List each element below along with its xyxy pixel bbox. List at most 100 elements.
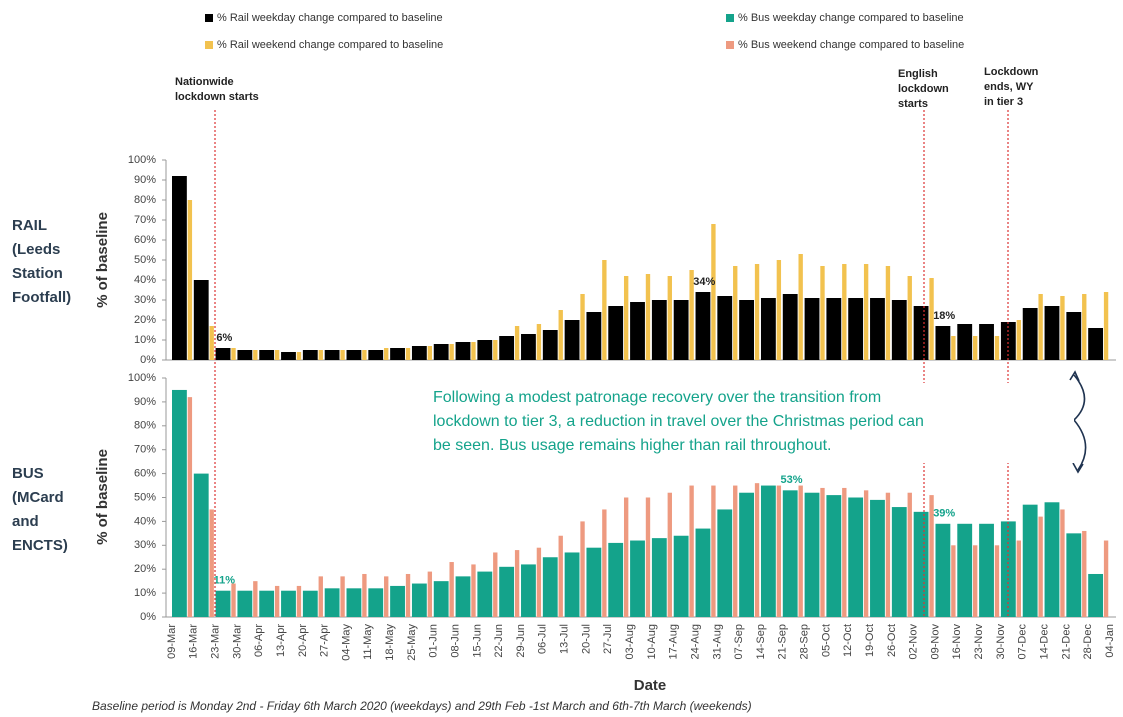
bar-weekday bbox=[739, 300, 754, 360]
bar-weekday bbox=[521, 564, 536, 617]
bar-weekday bbox=[695, 528, 711, 617]
panel-label: (Leeds bbox=[12, 241, 60, 258]
x-tick-label: 27-Jul bbox=[602, 624, 614, 654]
bar-weekend bbox=[493, 340, 498, 360]
data-label: 39% bbox=[933, 508, 955, 520]
y-tick-label: 70% bbox=[134, 444, 156, 456]
bar-weekday bbox=[739, 492, 754, 617]
x-tick-label: 13-Jul bbox=[559, 624, 571, 654]
bar-weekend bbox=[340, 350, 345, 360]
bar-weekend bbox=[1082, 530, 1087, 617]
bar-weekday bbox=[390, 348, 405, 360]
bar-weekend bbox=[733, 485, 738, 617]
event-label: lockdown starts bbox=[175, 91, 259, 103]
bar-weekend bbox=[863, 264, 869, 360]
x-tick-label: 06-Jul bbox=[537, 624, 549, 654]
bar-weekend bbox=[689, 485, 694, 617]
x-axis-label: Date bbox=[634, 677, 667, 694]
bar-weekday bbox=[499, 336, 515, 360]
y-tick-label: 40% bbox=[134, 515, 156, 527]
bar-weekday bbox=[499, 566, 515, 617]
x-tick-label: 08-Jun bbox=[449, 624, 461, 658]
bar-weekday bbox=[1044, 306, 1060, 360]
bar-weekend bbox=[1060, 509, 1065, 617]
bar-weekday bbox=[324, 350, 340, 360]
bar-weekday bbox=[215, 590, 231, 617]
event-label: lockdown bbox=[898, 83, 949, 95]
event-label: starts bbox=[898, 98, 928, 110]
bar-weekday bbox=[1066, 533, 1082, 617]
x-tick-label: 03-Aug bbox=[624, 624, 636, 659]
x-tick-label: 23-Nov bbox=[973, 624, 985, 660]
bar-weekday bbox=[913, 511, 929, 617]
x-tick-label: 22-Jun bbox=[493, 624, 505, 658]
bar-weekend bbox=[929, 495, 934, 617]
bar-weekend bbox=[1060, 296, 1065, 360]
bar-weekday bbox=[302, 350, 318, 360]
bar-weekday bbox=[411, 346, 427, 360]
y-tick-label: 100% bbox=[128, 154, 156, 166]
x-tick-label: 30-Nov bbox=[995, 624, 1007, 660]
bar-weekend bbox=[580, 521, 585, 617]
panel-label: Footfall) bbox=[12, 289, 71, 306]
bar-weekday bbox=[957, 523, 973, 617]
bar-weekend bbox=[340, 576, 345, 617]
bar-weekday bbox=[760, 485, 776, 617]
y-tick-label: 20% bbox=[134, 563, 156, 575]
bar-weekday bbox=[259, 350, 275, 360]
x-tick-label: 11-May bbox=[362, 624, 374, 660]
bar-weekend bbox=[187, 397, 193, 617]
x-tick-label: 28-Sep bbox=[799, 624, 811, 659]
bar-weekend bbox=[231, 348, 236, 360]
y-tick-label: 0% bbox=[140, 611, 156, 623]
bar-weekend bbox=[296, 585, 302, 617]
bar-weekday bbox=[542, 557, 558, 617]
x-tick-label: 19-Oct bbox=[864, 624, 876, 657]
bar-weekday bbox=[433, 581, 449, 617]
x-tick-label: 30-Mar bbox=[231, 624, 243, 659]
bar-weekend bbox=[623, 497, 629, 617]
bar-weekday bbox=[302, 590, 318, 617]
bar-weekend bbox=[754, 264, 760, 360]
bar-weekend bbox=[645, 497, 651, 617]
y-tick-label: 60% bbox=[134, 234, 156, 246]
x-tick-label: 28-Dec bbox=[1082, 624, 1094, 660]
x-tick-label: 21-Sep bbox=[777, 624, 789, 659]
bar-weekend bbox=[645, 274, 651, 360]
arrow bbox=[1072, 374, 1087, 471]
bar-weekday bbox=[281, 352, 296, 360]
x-tick-label: 27-Apr bbox=[319, 624, 331, 657]
bar-weekend bbox=[536, 324, 542, 360]
bar-weekend bbox=[1103, 540, 1109, 617]
bar-weekend bbox=[274, 350, 280, 360]
bar-weekday bbox=[368, 350, 384, 360]
bar-weekday bbox=[586, 547, 602, 617]
arrow-head bbox=[1069, 370, 1084, 474]
bar-weekday bbox=[826, 298, 842, 360]
bar-weekday bbox=[346, 588, 362, 617]
bar-weekday bbox=[1000, 322, 1016, 360]
event-label: Lockdown bbox=[984, 66, 1039, 78]
bar-weekday bbox=[760, 298, 776, 360]
data-label: 34% bbox=[693, 276, 715, 288]
bar-weekend bbox=[362, 573, 367, 617]
y-tick-label: 90% bbox=[134, 174, 156, 186]
y-tick-label: 30% bbox=[134, 539, 156, 551]
y-axis-label: % of baseline bbox=[94, 449, 111, 545]
bar-weekday bbox=[193, 473, 209, 617]
bar-weekday bbox=[1088, 573, 1104, 617]
bar-weekday bbox=[651, 538, 667, 617]
x-tick-label: 05-Oct bbox=[820, 624, 832, 657]
bar-weekday bbox=[564, 320, 580, 360]
y-tick-label: 70% bbox=[134, 214, 156, 226]
bar-weekday bbox=[870, 298, 885, 360]
bar-weekend bbox=[296, 352, 302, 360]
bar-weekday bbox=[237, 590, 253, 617]
bar-weekday bbox=[935, 523, 951, 617]
bar-weekend bbox=[318, 350, 323, 360]
x-tick-label: 31-Aug bbox=[711, 624, 723, 659]
bar-weekday bbox=[346, 350, 362, 360]
bar-weekend bbox=[711, 224, 716, 360]
event-label: English bbox=[898, 68, 938, 80]
